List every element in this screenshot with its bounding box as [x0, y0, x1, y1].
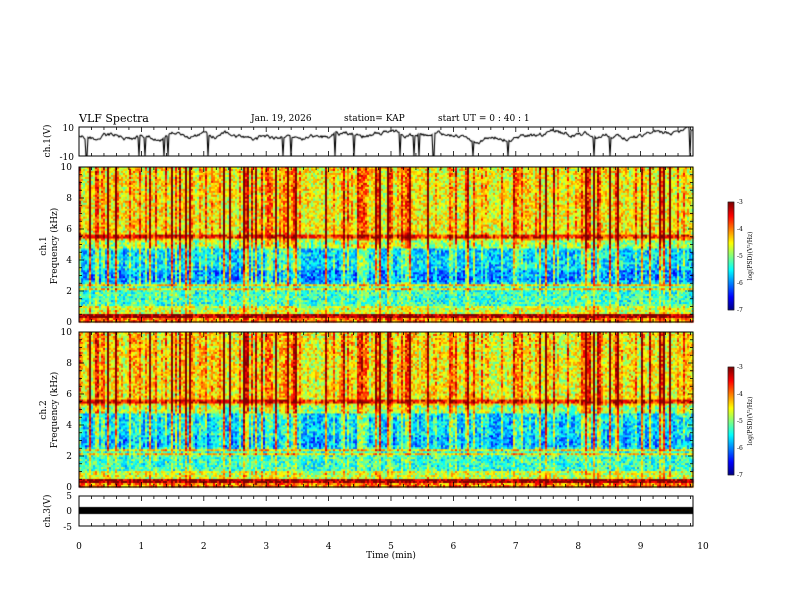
xtick-3: 3	[263, 542, 269, 552]
ch2-spectrogram-frame	[78, 331, 694, 488]
ch1-spectrogram-frame	[78, 166, 694, 323]
ch2-ytick-6: 6	[66, 390, 72, 400]
ch2-cbar-tick-6: -6	[737, 445, 743, 452]
xtick-6: 6	[451, 542, 457, 552]
ch3-ytick-neg5: -5	[63, 523, 72, 533]
ch2-frequency-ylabel: Frequency (kHz)	[49, 372, 60, 449]
ch2-cbar-tick-7: -7	[737, 472, 743, 479]
ch1-waveform-frame	[78, 126, 694, 157]
xtick-8: 8	[575, 542, 581, 552]
ch1-ytick-10: 10	[61, 163, 73, 173]
ch1-cbar-tick-7: -7	[737, 307, 743, 314]
ch1-ytick-bottom: -10	[60, 153, 75, 163]
ch1-channel-label: ch.1	[39, 236, 49, 255]
ch2-cbar-tick-5: -5	[737, 418, 743, 425]
xtick-1: 1	[139, 542, 145, 552]
ch1-cbar-tick-5: -5	[737, 253, 743, 260]
ch3-ytick-5: 5	[66, 492, 72, 502]
station-label: station= KAP	[344, 114, 405, 124]
xtick-5: 5	[388, 542, 394, 552]
ch1-cbar-tick-4: -4	[737, 226, 743, 233]
ch3-waveform-frame	[78, 495, 694, 527]
ch1-cbar-tick-3: -3	[737, 199, 743, 206]
xtick-2: 2	[201, 542, 207, 552]
ch2-ytick-2: 2	[66, 452, 72, 462]
ch1-ytick-4: 4	[66, 256, 72, 266]
axis-tick-marks	[78, 127, 693, 526]
ch1-colorbar-label: log(PSD)(V²/Hz)	[747, 232, 754, 281]
ch1-colorbar: -3 -4 -5 -6 -7 log(PSD)(V²/Hz)	[727, 199, 754, 314]
ch2-colorbar-label: log(PSD)(V²/Hz)	[747, 397, 754, 446]
ch2-colorbar: -3 -4 -5 -6 -7 log(PSD)(V²/Hz)	[727, 364, 754, 479]
ch2-ytick-4: 4	[66, 421, 72, 431]
ch2-cbar-tick-3: -3	[737, 364, 743, 371]
ch2-colorbar-frame	[727, 366, 735, 476]
xtick-10: 10	[697, 542, 709, 552]
ch1-frequency-ylabel: Frequency (kHz)	[49, 208, 60, 285]
ch1-spectrogram-panel: 0 2 4 6 8 10 ch.1 Frequency (kHz)	[39, 163, 694, 328]
xtick-7: 7	[513, 542, 519, 552]
ch2-channel-label: ch.2	[39, 400, 49, 419]
xtick-4: 4	[326, 542, 332, 552]
ch2-spectrogram-panel: 0 2 4 6 8 10 ch.2 Frequency (kHz)	[39, 328, 694, 493]
ch1-waveform-ylabel: ch.1(V)	[42, 125, 53, 158]
ch2-ytick-8: 8	[66, 359, 72, 369]
recording-date: Jan. 19, 2026	[251, 114, 312, 124]
ch1-ytick-2: 2	[66, 287, 72, 297]
ch2-cbar-tick-4: -4	[737, 391, 743, 398]
ch1-cbar-tick-6: -6	[737, 280, 743, 287]
xtick-9: 9	[638, 542, 644, 552]
ch2-ytick-0: 0	[66, 483, 72, 493]
ch3-waveform-panel: 5 0 -5 ch.3(V) 0 1 2 3 4 5 6 7 8 9 10 Ti…	[42, 492, 709, 561]
ch1-ytick-top: 10	[63, 124, 75, 134]
ch1-colorbar-frame	[727, 201, 735, 311]
time-axis-ticks: 0 1 2 3 4 5 6 7 8 9 10	[76, 542, 709, 552]
ch1-ytick-0: 0	[66, 318, 72, 328]
ch3-waveform-ylabel: ch.3(V)	[42, 495, 53, 528]
start-ut-label: start UT = 0 : 40 : 1	[438, 114, 530, 124]
xtick-0: 0	[76, 542, 82, 552]
ch1-ytick-8: 8	[66, 194, 72, 204]
ch2-ytick-10: 10	[61, 328, 73, 338]
ch1-ytick-6: 6	[66, 225, 72, 235]
time-axis-xlabel: Time (min)	[366, 550, 416, 561]
ch3-ytick-0: 0	[66, 507, 72, 517]
chart-title: VLF Spectra	[79, 112, 149, 125]
ch1-waveform-panel: 10 -10 ch.1(V)	[42, 124, 694, 163]
